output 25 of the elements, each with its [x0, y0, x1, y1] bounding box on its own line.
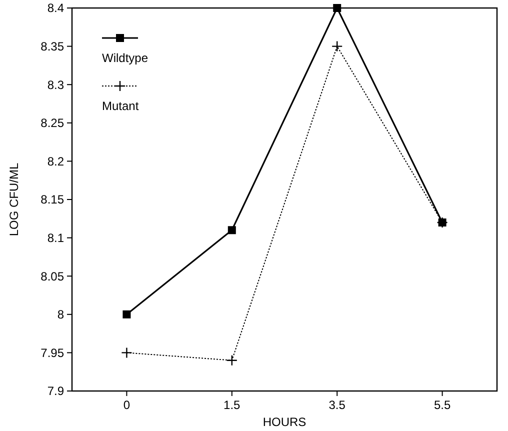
y-tick-label: 7.95	[40, 346, 64, 360]
point	[333, 4, 342, 12]
y-tick-label: 8.3	[47, 78, 64, 92]
x-tick-label: 3.5	[328, 398, 346, 412]
y-tick-label: 8.05	[40, 269, 64, 284]
point	[332, 40, 343, 52]
y-tick-label: 8.4	[47, 1, 64, 16]
point	[228, 226, 236, 234]
legend-label: Wildtype	[102, 51, 148, 65]
y-axis-title: LOG CFU/ML	[7, 162, 21, 236]
legend-label: Mutant	[102, 99, 140, 113]
y-tick-label: 8.25	[40, 116, 64, 130]
x-tick-label: 0	[123, 398, 130, 412]
y-tick-label: 8.2	[47, 154, 64, 168]
x-tick-label: 5.5	[434, 398, 451, 412]
y-tick-label: 8	[57, 308, 64, 322]
y-tick-label: 8.1	[47, 231, 64, 245]
point	[121, 347, 132, 358]
y-tick-label: 8.15	[40, 192, 64, 207]
y-tick-label: 7.9	[47, 384, 64, 398]
x-tick-label: 1.5	[224, 398, 241, 412]
x-axis-title: HOURS	[262, 415, 306, 429]
y-tick-label: 8.35	[40, 40, 64, 54]
point	[122, 310, 131, 318]
point	[226, 354, 238, 366]
